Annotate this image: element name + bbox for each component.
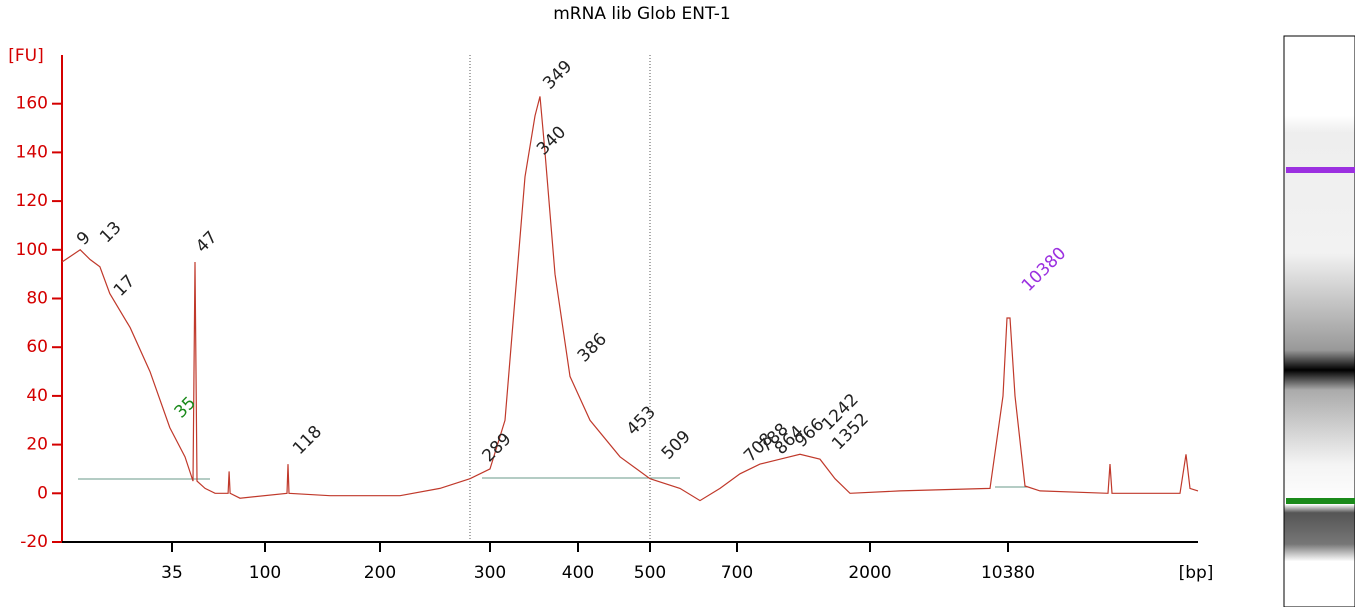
peak-label: 289 (479, 429, 516, 466)
trace (61, 96, 1199, 502)
y-tick-label: 20 (26, 435, 48, 455)
y-tick-label: 40 (26, 386, 48, 406)
peak-label: 10380 (1018, 243, 1070, 295)
peak-label: 17 (110, 271, 139, 300)
y-tick-label: 0 (37, 483, 48, 503)
peak-label: 13 (96, 218, 125, 247)
gel-upper-marker (1286, 167, 1355, 173)
peak-label: 9 (73, 228, 95, 250)
peak-label: 118 (289, 422, 326, 459)
x-tick-label: 500 (634, 563, 666, 583)
x-tick-label: 35 (161, 563, 183, 583)
peak-label: 509 (658, 427, 695, 464)
peak-label: 47 (192, 227, 221, 256)
chart-title: mRNA lib Glob ENT-1 (553, 4, 731, 24)
x-tick-label: 300 (474, 563, 506, 583)
y-tick-label: 100 (16, 240, 48, 260)
gel-lower-marker (1286, 498, 1355, 504)
x-tick-label: 700 (721, 563, 753, 583)
y-tick-label: 140 (16, 142, 48, 162)
gel-lane (1283, 35, 1355, 607)
y-tick-label: -20 (20, 532, 48, 552)
x-axis-label: [bp] (1179, 563, 1214, 583)
peak-label: 340 (533, 122, 570, 159)
y-tick-label: 120 (16, 191, 48, 211)
y-tick-label: 60 (26, 337, 48, 357)
x-tick-label: 10380 (981, 563, 1035, 583)
peak-label: 453 (623, 402, 660, 439)
peak-label: 386 (574, 329, 611, 366)
x-tick-label: 400 (562, 563, 594, 583)
y-axis-label: [FU] (8, 46, 44, 66)
peak-label: 349 (539, 57, 576, 94)
y-tick-label: 80 (26, 289, 48, 309)
x-tick-label: 2000 (848, 563, 891, 583)
x-tick-label: 200 (364, 563, 396, 583)
y-tick-label: 160 (16, 94, 48, 114)
x-tick-label: 100 (249, 563, 281, 583)
